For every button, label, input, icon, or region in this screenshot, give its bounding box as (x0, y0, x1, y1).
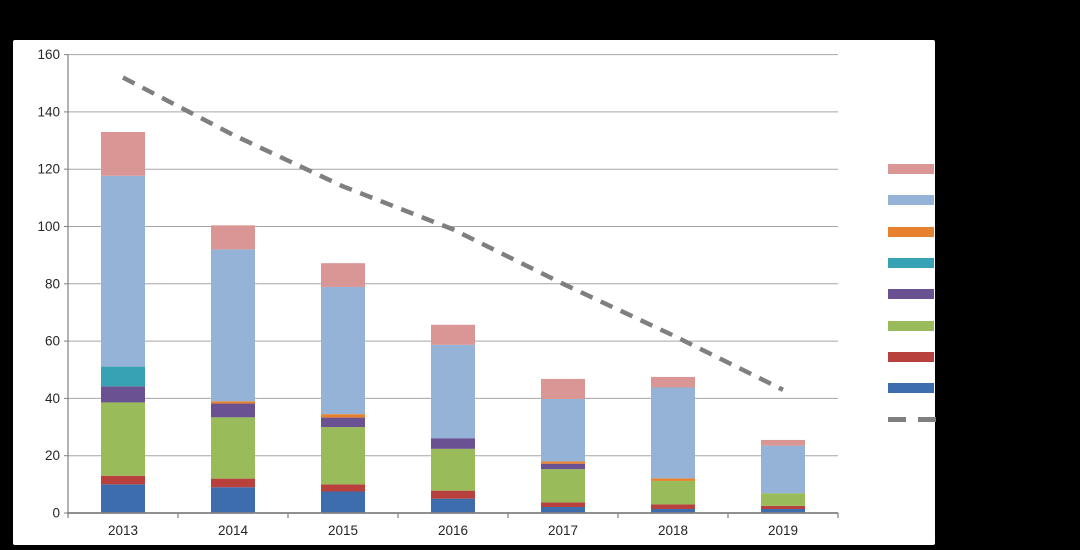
bar-segment-purple-2013 (101, 386, 145, 403)
bar-segment-light-blue-2014 (211, 249, 255, 402)
chart-canvas: 0 20 40 60 80 100 120 140 160 2013 2014 2015 2016 201… (37, 47, 839, 538)
bar-segment-salmon-2018 (651, 376, 695, 388)
x-tick-label: 2018 (658, 523, 688, 538)
bar-segment-purple-2016 (431, 438, 475, 449)
bar-segment-green-2014 (211, 417, 255, 479)
bar-segment-salmon-2016 (431, 324, 475, 345)
x-tick-label: 2017 (548, 523, 578, 538)
bar-segment-light-blue-2017 (541, 398, 585, 462)
y-tick-label: 40 (45, 391, 60, 406)
x-tick-label: 2016 (438, 523, 468, 538)
bar-segment-green-2013 (101, 402, 145, 476)
bar-segment-green-2017 (541, 469, 585, 503)
bar-segment-orange-2014 (211, 401, 255, 404)
bar-segment-purple-2017 (541, 463, 585, 470)
bar-segment-dark-blue-2016 (431, 498, 475, 513)
bar-segment-light-blue-2016 (431, 344, 475, 439)
bar-segment-orange-2018 (651, 478, 695, 481)
bar-segment-dark-red-2015 (321, 484, 365, 492)
bar-segment-dark-blue-2019 (761, 508, 805, 513)
bar-segment-light-blue-2019 (761, 445, 805, 494)
y-tick-label: 0 (52, 506, 60, 521)
bar-segment-dark-red-2014 (211, 478, 255, 488)
bar-segment-light-blue-2015 (321, 286, 365, 415)
bar-segment-green-2018 (651, 480, 695, 505)
bar-segment-teal-2013 (101, 366, 145, 387)
trend-line (121, 75, 784, 392)
bar-segment-green-2019 (761, 493, 805, 506)
bar-segment-green-2016 (431, 448, 475, 491)
y-tick-label: 140 (37, 104, 60, 119)
bar-segment-dark-red-2013 (101, 475, 145, 485)
x-tick-label: 2014 (218, 523, 249, 538)
y-tick-label: 20 (45, 448, 60, 463)
y-tick-label: 60 (45, 334, 60, 349)
bar-segment-light-blue-2018 (651, 387, 695, 479)
bar-segment-light-blue-2013 (101, 175, 145, 367)
x-tick-label: 2015 (328, 523, 358, 538)
bar-segment-orange-2017 (541, 461, 585, 464)
y-tick-label: 80 (45, 276, 60, 291)
bar-segment-dark-blue-2018 (651, 508, 695, 513)
chart-panel: 0 20 40 60 80 100 120 140 160 2013 2014 2015 2016 201… (13, 40, 936, 545)
bar-segment-orange-2015 (321, 414, 365, 418)
bar-segment-dark-red-2016 (431, 490, 475, 499)
bar-segment-purple-2014 (211, 403, 255, 418)
x-tick-label: 2019 (768, 523, 798, 538)
bar-segment-dark-red-2019 (761, 505, 805, 509)
bar-segment-purple-2015 (321, 417, 365, 428)
bar-segment-dark-blue-2015 (321, 491, 365, 513)
bar-segment-dark-red-2017 (541, 502, 585, 507)
bar-segment-dark-blue-2017 (541, 506, 585, 513)
bar-segment-salmon-2013 (101, 131, 145, 176)
bar-segment-salmon-2014 (211, 225, 255, 250)
bar-segment-salmon-2019 (761, 439, 805, 446)
bar-segment-dark-blue-2014 (211, 487, 255, 513)
bar-segment-dark-blue-2013 (101, 484, 145, 513)
bar-segment-dark-red-2018 (651, 504, 695, 509)
y-tick-label: 100 (37, 219, 60, 234)
y-tick-label: 120 (37, 162, 60, 177)
y-tick-label: 160 (37, 47, 60, 62)
bar-segment-salmon-2017 (541, 378, 585, 399)
bar-segment-salmon-2015 (321, 263, 365, 287)
x-tick-label: 2013 (108, 523, 138, 538)
bar-segment-green-2015 (321, 427, 365, 485)
